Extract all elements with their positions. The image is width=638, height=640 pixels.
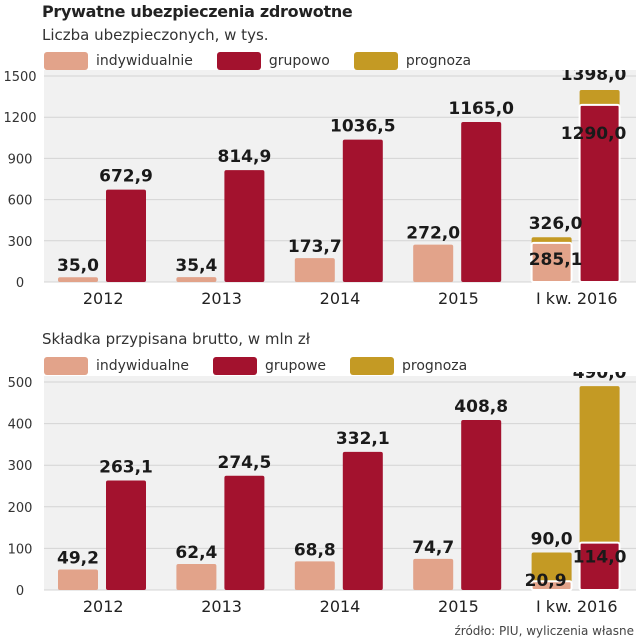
legend-label-grupowo: grupowo — [268, 53, 330, 69]
chart1-bar-ind — [530, 241, 573, 283]
chart1-subtitle: Liczba ubezpieczonych, w tys. — [42, 26, 269, 44]
chart2-subtitle: Składka przypisana brutto, w mln zł — [42, 330, 311, 348]
chart2-label-grp: 114,0 — [573, 548, 627, 568]
chart1-bar-grp — [224, 170, 265, 282]
chart2-bar-grp — [224, 475, 265, 590]
chart1-category-label: 2012 — [83, 289, 124, 308]
chart2-ytick-label: 0 — [16, 584, 24, 599]
chart1-label-ind: 35,4 — [175, 256, 217, 276]
chart1-category-label: 2015 — [438, 289, 479, 308]
chart2-bar-ind — [58, 569, 98, 590]
chart2-legend: indywidualne grupowe prognoza — [44, 357, 491, 375]
chart2-bar-grp — [461, 419, 502, 590]
chart2-ytick-label: 100 — [8, 542, 33, 557]
chart2-label-grp: 263,1 — [99, 458, 153, 478]
chart2-label-ind: 20,9 — [525, 571, 567, 591]
source-note: źródło: PIU, wyliczenia własne — [454, 624, 634, 638]
chart1-label-grp: 1290,0 — [561, 124, 627, 144]
chart2-bar-ind — [530, 580, 573, 592]
chart1-ytick-label: 300 — [8, 235, 33, 250]
legend-swatch-prognoza — [353, 52, 398, 70]
chart1-label-forecast-grp: 1398,0 — [561, 70, 627, 85]
chart1-category-label: I kw. 2016 — [536, 289, 618, 308]
chart1-label-grp: 1036,5 — [330, 117, 396, 137]
chart1-bar-grp — [106, 189, 146, 282]
chart1-plot: 0 300 600 900 1200 1500 35,0 672,9 2012 35,4 814,9… — [3, 70, 636, 308]
chart2-category-label: 2013 — [201, 597, 242, 616]
chart1-label-ind: 35,0 — [57, 256, 99, 276]
chart1-label-ind: 272,0 — [406, 224, 460, 244]
chart2-category-label: I kw. 2016 — [536, 597, 618, 616]
chart1-bar-grp — [342, 139, 383, 282]
chart1-ytick-label: 900 — [8, 152, 33, 167]
legend-label-prognoza: prognoza — [405, 53, 472, 69]
legend-swatch-grupowo — [216, 52, 261, 70]
chart2-ytick-label: 400 — [8, 418, 33, 433]
legend-label-indywidualnie: indywidualnie — [96, 53, 193, 69]
chart1-category-label: 2014 — [320, 289, 361, 308]
chart1-bar-grp — [578, 103, 621, 284]
legend-label-grupowe: grupowe — [265, 358, 327, 374]
legend-label-prognoza-2: prognoza — [402, 358, 468, 374]
chart2-label-forecast-grp: 490,0 — [573, 372, 627, 383]
chart1-bar-ind — [176, 277, 217, 282]
chart2-label-grp: 332,1 — [336, 429, 390, 449]
chart2-label-forecast-ind: 90,0 — [531, 530, 573, 550]
chart1-ytick-label: 600 — [8, 194, 33, 209]
chart-title: Prywatne ubezpieczenia zdrowotne — [42, 2, 353, 21]
legend-swatch-grupowe — [213, 357, 257, 375]
chart1-label-forecast-ind: 326,0 — [529, 214, 583, 234]
chart2-category-label: 2012 — [83, 597, 124, 616]
chart1-ytick-label: 0 — [16, 276, 24, 291]
chart2-bar-grp — [342, 451, 383, 590]
chart2-label-ind: 49,2 — [57, 549, 99, 569]
chart2-category-label: 2015 — [438, 597, 479, 616]
chart2-label-grp: 408,8 — [454, 397, 508, 417]
legend-swatch-indywidualnie — [44, 52, 88, 70]
chart2-bar-forecast-grp — [579, 386, 620, 590]
chart2-bar-grp — [578, 541, 621, 592]
chart1-label-grp: 1165,0 — [448, 99, 514, 119]
chart2-label-grp: 274,5 — [218, 453, 272, 473]
chart2-ytick-label: 200 — [8, 501, 33, 516]
chart1-category-label: 2013 — [201, 289, 242, 308]
chart2-bar-ind — [413, 558, 454, 590]
chart1-label-grp: 814,9 — [218, 147, 272, 167]
chart1-bar-ind — [413, 244, 454, 282]
chart2-label-ind: 68,8 — [294, 540, 336, 560]
chart1-label-ind: 285,1 — [529, 250, 583, 270]
legend-swatch-indywidualne — [44, 357, 88, 375]
chart1-label-grp: 672,9 — [99, 167, 153, 187]
chart2-plot: 0 100 200 300 400 500 49,2 263,1 2012 62,4 274,5 20… — [8, 372, 636, 616]
chart1-legend: indywidualnie grupowo prognoza — [44, 52, 495, 70]
chart2-bar-ind — [294, 561, 335, 590]
chart1-bar-ind — [58, 277, 98, 282]
chart2-ytick-label: 300 — [8, 459, 33, 474]
chart2-label-ind: 62,4 — [175, 543, 217, 563]
chart2-bar-ind — [176, 564, 217, 590]
legend-swatch-prognoza-2 — [350, 357, 395, 375]
chart1-bar-grp — [461, 122, 502, 282]
chart2-category-label: 2014 — [320, 597, 361, 616]
chart1-bar-ind — [294, 258, 335, 282]
chart2-bar-grp — [106, 480, 146, 590]
chart1-ytick-label: 1500 — [3, 70, 36, 85]
chart2-label-ind: 74,7 — [412, 538, 454, 558]
chart2-ytick-label: 500 — [8, 376, 33, 391]
chart1-label-ind: 173,7 — [288, 237, 342, 257]
chart1-ytick-label: 1200 — [3, 111, 36, 126]
legend-label-indywidualne: indywidualne — [96, 358, 189, 374]
